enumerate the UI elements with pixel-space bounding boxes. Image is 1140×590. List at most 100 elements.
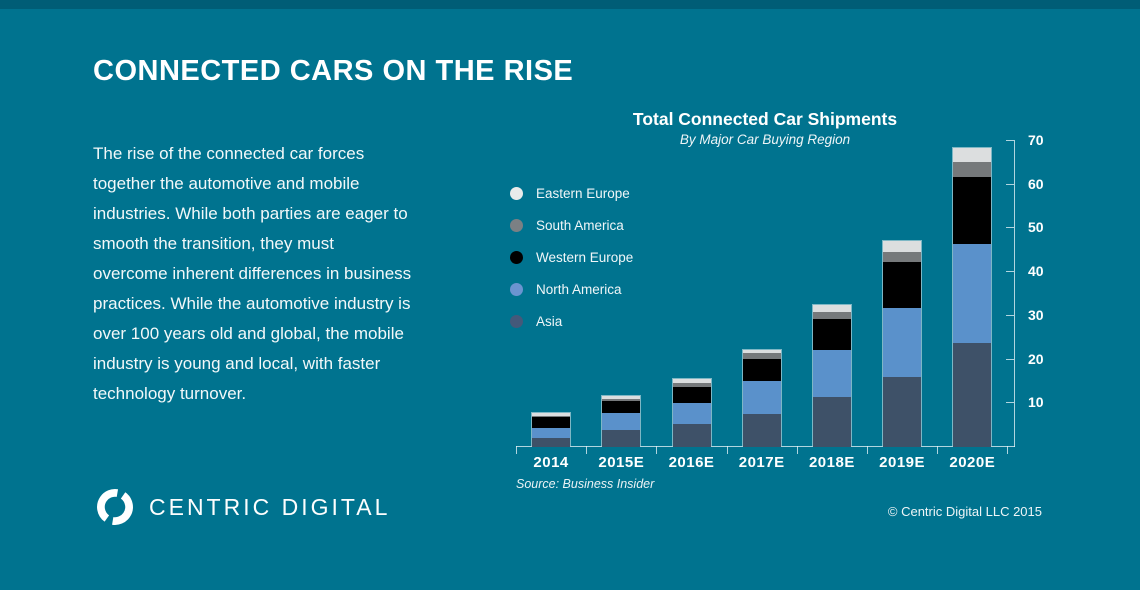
bar-segment-asia [742, 413, 781, 447]
legend-dot-icon [510, 314, 523, 328]
y-tick-label: 50 [1028, 219, 1044, 236]
bar-segment-eastern-europe [742, 349, 781, 354]
bar-segment-western-europe [602, 401, 641, 413]
y-axis-tick [1006, 358, 1014, 360]
bar-segment-south-america [532, 415, 571, 418]
bar-segment-eastern-europe [672, 378, 711, 383]
bar-segment-south-america [812, 311, 851, 320]
legend-item-north-america: North America [510, 273, 633, 305]
source-note: Source: Business Insider [516, 477, 655, 491]
legend-dot-icon [510, 218, 523, 232]
x-axis-tick [586, 446, 588, 454]
page-title: CONNECTED CARS ON THE RISE [93, 55, 574, 87]
y-axis-tick [1006, 227, 1014, 229]
bar-segment-north-america [953, 244, 992, 343]
y-axis-tick [1006, 140, 1014, 141]
x-category-label: 2019E [879, 454, 926, 471]
bar-segment-asia [812, 397, 851, 447]
y-axis-tick [1006, 402, 1014, 404]
bar-2014 [531, 412, 572, 447]
y-tick-label: 30 [1028, 306, 1044, 323]
bar-segment-asia [532, 438, 571, 447]
legend-item-western-europe: Western Europe [510, 241, 633, 273]
legend-item-eastern-europe: Eastern Europe [510, 177, 633, 209]
x-axis-tick [656, 446, 658, 454]
bar-segment-western-europe [953, 177, 992, 245]
x-axis-tick [1007, 446, 1009, 454]
y-axis-tick [1006, 271, 1014, 273]
legend-label: South America [536, 217, 624, 233]
brand-logo: CENTRIC DIGITAL [95, 487, 390, 527]
legend-dot-icon [510, 282, 523, 296]
x-category-label: 2020E [949, 454, 996, 471]
bar-segment-south-america [602, 398, 641, 402]
x-axis-tick [867, 446, 868, 454]
y-tick-label: 60 [1028, 175, 1044, 192]
chart-subtitle: By Major Car Buying Region [679, 132, 851, 147]
top-accent-band [0, 0, 1140, 9]
bar-2020e [952, 146, 993, 448]
bar-segment-western-europe [672, 387, 711, 403]
bar-2015e [601, 394, 642, 447]
legend-label: Asia [536, 313, 563, 329]
stacked-bar-chart: 10 20 30 40 50 60 70 2014 2015E 2016E 2017E 2018E 20… [516, 132, 1044, 471]
bar-2018e [811, 303, 852, 447]
x-axis-tick [726, 446, 728, 454]
bar-segment-asia [883, 377, 922, 448]
legend-dot-icon [510, 186, 523, 200]
y-tick-label: 10 [1028, 394, 1044, 411]
bar-segment-north-america [602, 412, 641, 431]
x-category-label: 2018E [808, 454, 855, 471]
chart-title: Total Connected Car Shipments [632, 109, 898, 129]
bar-segment-north-america [532, 428, 571, 439]
x-category-label: 2016E [668, 454, 715, 471]
legend-dot-icon [510, 250, 523, 264]
bar-segment-eastern-europe [602, 395, 641, 399]
chart-legend: Eastern Europe South America Western Europ… [510, 177, 633, 337]
legend-label: North America [536, 281, 622, 297]
bar-2019e [882, 239, 923, 448]
bar-segment-north-america [742, 381, 781, 414]
y-tick-label: 20 [1028, 350, 1044, 367]
bar-segment-eastern-europe [532, 413, 571, 416]
x-axis-tick [796, 446, 798, 454]
bar-segment-western-europe [532, 417, 571, 429]
bar-segment-south-america [953, 161, 992, 178]
x-category-label: 2014 [533, 454, 569, 471]
intro-paragraph: The rise of the connected car forces tog… [93, 144, 412, 403]
y-tick-label: 40 [1028, 263, 1044, 280]
brand-name: CENTRIC DIGITAL [149, 493, 391, 520]
bar-segment-western-europe [742, 358, 781, 382]
bar-segment-asia [602, 430, 641, 447]
legend-item-asia: Asia [510, 305, 633, 337]
bar-segment-south-america [672, 382, 711, 388]
y-axis-tick [1006, 314, 1014, 316]
legend-label: Eastern Europe [536, 185, 630, 201]
legend-label: Western Europe [536, 249, 634, 265]
x-category-label: 2015E [598, 454, 645, 471]
bar-segment-north-america [672, 402, 711, 425]
bar-segment-eastern-europe [812, 304, 851, 312]
bar-2016e [671, 377, 712, 447]
bar-segment-western-europe [883, 262, 922, 309]
x-axis-tick [937, 446, 939, 454]
y-axis-tick [1006, 183, 1014, 185]
bar-segment-eastern-europe [953, 147, 992, 162]
bar-segment-south-america [883, 252, 922, 263]
legend-item-south-america: South America [510, 209, 633, 241]
copyright-note: © Centric Digital LLC 2015 [887, 504, 1042, 519]
x-category-label: 2017E [738, 454, 785, 471]
centric-digital-logo-icon [97, 489, 133, 525]
bar-segment-north-america [883, 308, 922, 378]
bar-segment-north-america [812, 349, 851, 398]
x-axis-tick [516, 446, 517, 454]
y-axis-line [1014, 140, 1015, 447]
bar-2017e [741, 348, 782, 447]
bar-segment-asia [953, 342, 992, 448]
bar-segment-asia [672, 424, 711, 447]
bar-segment-eastern-europe [883, 240, 922, 253]
bar-segment-south-america [742, 353, 781, 359]
bar-segment-western-europe [812, 319, 851, 350]
y-tick-label: 70 [1028, 132, 1044, 148]
